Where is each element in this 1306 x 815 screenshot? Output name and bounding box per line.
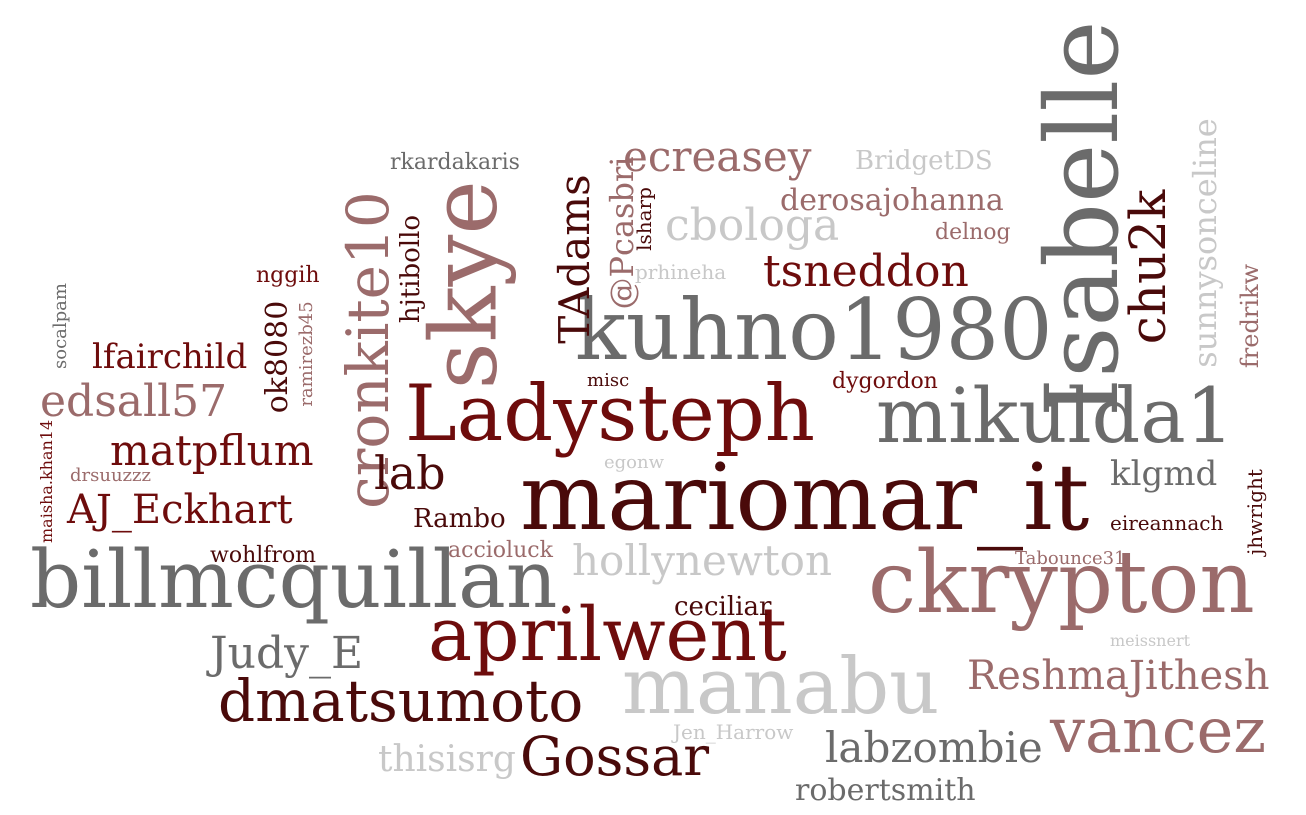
word-edsall57: edsall57 [40,376,228,427]
word-fredrikw: fredrikw [1236,263,1264,369]
word-judy-e: Judy_E [210,628,364,679]
word-derosajohanna: derosajohanna [780,183,1004,218]
word-skye: skye [410,180,518,390]
word-sunnysonceline: sunnysonceline [1186,118,1224,368]
word-ceciliar: ceciliar [674,592,772,622]
word-robertsmith: robertsmith [795,773,976,808]
word-thisisrg: thisisrg [378,739,516,780]
word-accioluck: accioluck [448,538,553,563]
word-prhineha: prhineha [635,260,727,284]
word-lsharp: lsharp [632,187,656,251]
word-meissnert: meissnert [1110,631,1191,650]
word-egonw: egonw [604,452,665,473]
word-isabelle: Isabelle [1024,20,1141,418]
word-hollynewton: hollynewton [572,536,832,585]
word-klgmd: klgmd [1110,454,1218,494]
word-ramirezb45: ramirezb45 [296,301,317,407]
word-tadams: TAdams [550,174,599,344]
word-gossar: Gossar [520,725,710,788]
word-lfairchild: lfairchild [92,337,248,377]
word-mariomar-it: mariomar_it [520,444,1090,551]
word-tsneddon: tsneddon [763,246,969,297]
word-ok8080: ok8080 [260,300,295,414]
word-kuhno1980: kuhno1980 [575,281,1053,379]
word-cbologa: cbologa [665,200,840,251]
word-vancez: vancez [1050,694,1267,767]
word-ladysteph: Ladysteph [405,369,815,459]
word-rambo: Rambo [413,504,506,534]
word-manabu: manabu [622,642,940,732]
word-lab: lab [374,446,446,500]
word-chu2k: chu2k [1119,189,1177,345]
word-socalpam: socalpam [50,283,71,369]
word-misc: misc [587,370,630,391]
word-billmcquillan: billmcquillan [30,533,558,626]
word-drsuuzzz: drsuuzzz [70,465,151,486]
word-dmatsumoto: dmatsumoto [218,667,584,735]
word-rkardakaris: rkardakaris [390,150,520,175]
word-jen-harrow: Jen_Harrow [673,720,794,744]
word-mikulda1: mikulda1 [876,371,1234,460]
word-matpflum: matpflum [110,426,314,475]
word-delnog: delnog [935,220,1011,245]
word-tabounce31: Tabounce31 [1015,548,1126,569]
word-wohlfrom: wohlfrom [210,543,317,568]
word-hjtibollo: hjtibollo [396,214,426,324]
word-jhwright: jhwright [1243,469,1267,555]
word-reshmajithesh: ReshmaJithesh [967,653,1270,699]
word-aj-eckhart: AJ_Eckhart [67,487,293,533]
word-eireannach: eireannach [1110,511,1224,535]
word-ckrypton: ckrypton [868,533,1255,633]
word-nggih: nggih [256,263,320,288]
word-dygordon: dygordon [832,369,938,394]
word-bridgetds: BridgetDS [855,146,993,176]
word-labzombie: labzombie [825,723,1043,772]
word-ecreasey: ecreasey [623,132,812,181]
word-aprilwent: aprilwent [428,592,787,678]
word-maisha-khan14: maisha.khan14 [37,419,56,543]
